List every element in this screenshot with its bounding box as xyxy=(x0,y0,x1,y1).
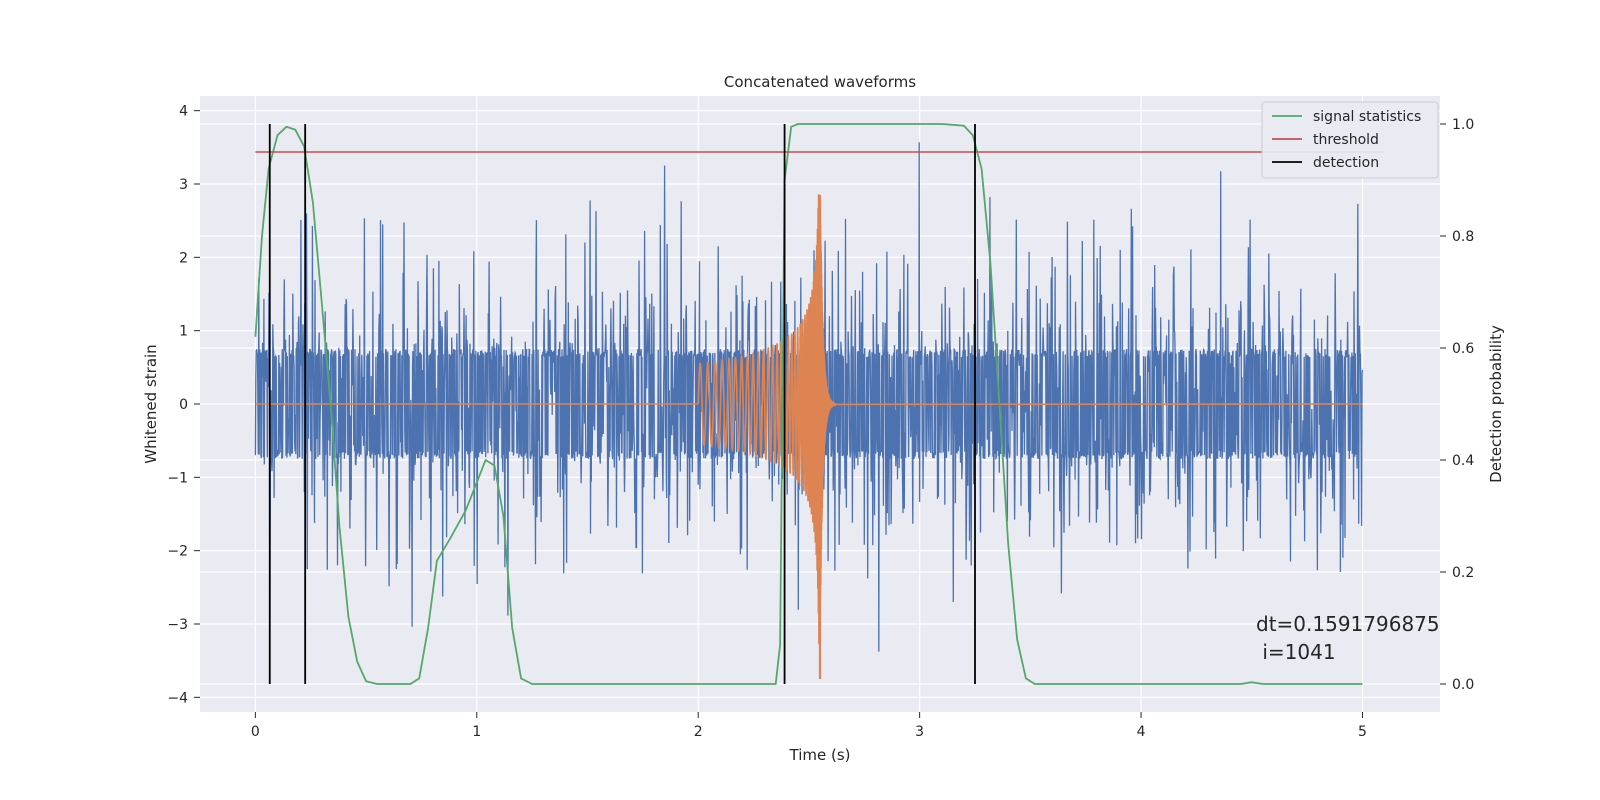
x-tick-label-3: 3 xyxy=(915,724,924,740)
y2-tick-label-1: 0.2 xyxy=(1452,565,1474,581)
legend-box xyxy=(1261,101,1439,179)
annotation-i: i=1041 xyxy=(1256,640,1336,664)
y-axis-label: Whitened strain xyxy=(142,344,160,463)
data-layer xyxy=(254,123,1385,685)
legend: signal statistics threshold detection xyxy=(1261,101,1439,179)
injection-series-line xyxy=(255,194,1363,680)
y-tick-label-2: −2 xyxy=(167,544,188,560)
legend-label-signal-statistics: signal statistics xyxy=(1313,109,1421,125)
y-tick-label-8: 4 xyxy=(179,104,188,120)
y-tick-label-5: 1 xyxy=(179,324,188,340)
y-tick-label-6: 2 xyxy=(179,250,188,266)
x-tick-label-4: 4 xyxy=(1137,724,1146,740)
annotation-dt: dt=0.1591796875 xyxy=(1256,612,1440,636)
y-tick-label-7: 3 xyxy=(179,177,188,193)
y-tick-label-1: −3 xyxy=(167,617,188,633)
y2-tick-label-3: 0.6 xyxy=(1452,341,1474,357)
x-tick-label-2: 2 xyxy=(694,724,703,740)
x-tick-label-1: 1 xyxy=(472,724,481,740)
y2-tick-label-4: 0.8 xyxy=(1452,229,1474,245)
y-tick-label-4: 0 xyxy=(179,397,188,413)
y2-tick-label-5: 1.0 xyxy=(1452,117,1474,133)
y2-axis-label: Detection probability xyxy=(1487,325,1505,483)
x-tick-label-5: 5 xyxy=(1358,724,1367,740)
x-tick-label-0: 0 xyxy=(251,724,260,740)
legend-label-detection: detection xyxy=(1313,155,1379,171)
chart-title: Concatenated waveforms xyxy=(724,73,916,91)
y-tick-label-3: −1 xyxy=(167,470,188,486)
y-tick-label-0: −4 xyxy=(167,690,188,706)
axes: 0 1 2 3 4 5 −4 −3 −2 −1 0 1 2 3 4 0.0 0.2 0.4 0.6 0.8 1.0 xyxy=(167,104,1474,740)
y2-tick-label-2: 0.4 xyxy=(1452,453,1474,469)
y2-tick-label-0: 0.0 xyxy=(1452,677,1474,693)
signal-statistics-line xyxy=(254,123,1363,685)
x-axis-label: Time (s) xyxy=(789,746,851,764)
legend-label-threshold: threshold xyxy=(1313,132,1379,148)
